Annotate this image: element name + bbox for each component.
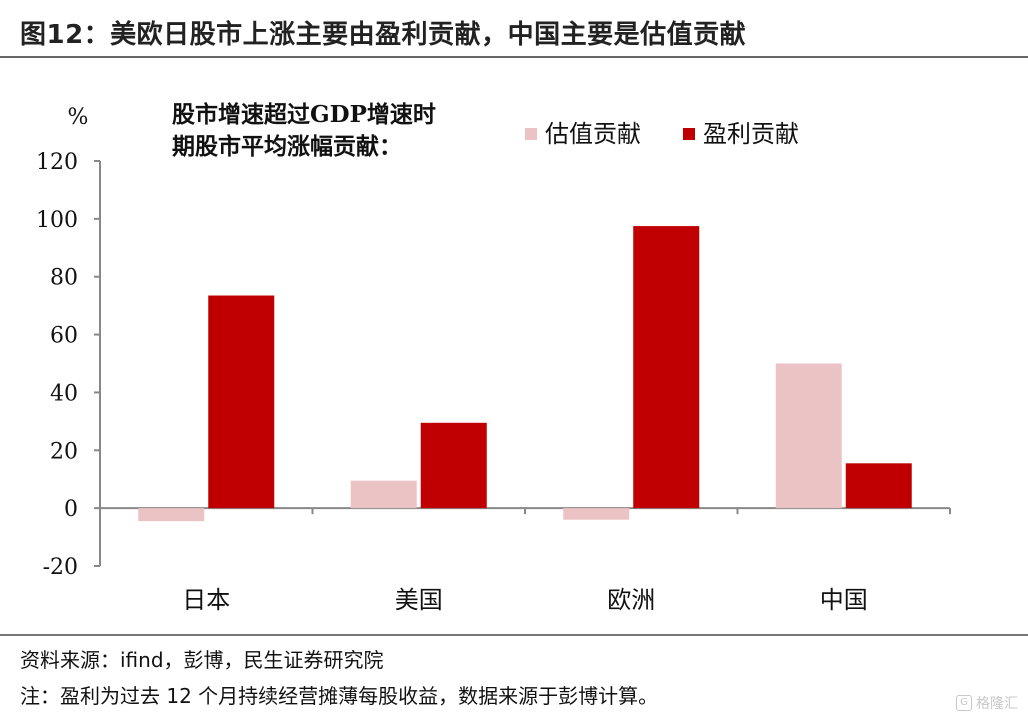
bar-valuation-1	[138, 508, 205, 522]
chart-annotation-title: 股市增速超过GDP增速时	[172, 101, 436, 128]
legend-label: 估值贡献	[545, 120, 641, 148]
x-tick-label: 日本	[182, 586, 230, 614]
x-tick-label: 美国	[395, 586, 443, 614]
chart-container: -20 0 20 40 60 80 100 120% 日本 美国 欧洲 中国 股市增速超过GDP增速时期…	[0, 58, 1028, 630]
bar-earnings-2	[420, 422, 487, 509]
labels: -20 0 20 40 60 80 100 120% 日本 美国 欧洲 中国 股市增速超过GDP增速时期…	[36, 101, 868, 614]
source-note: 资料来源：ifind，彭博，民生证券研究院	[20, 648, 384, 672]
footnote: 注：盈利为过去 12 个月持续经营摊薄每股收益，数据来源于彭博计算。	[20, 684, 659, 708]
watermark-logo-icon: G	[956, 695, 972, 711]
bar-earnings-1	[208, 295, 275, 509]
y-tick-label: 100	[36, 208, 78, 233]
bar-valuation-4	[775, 363, 842, 509]
watermark: G 格隆汇	[956, 693, 1018, 713]
bar-valuation-2	[350, 480, 417, 509]
x-tick-label: 欧洲	[607, 586, 655, 614]
bar-valuation-3	[563, 508, 630, 520]
bar-earnings-3	[633, 226, 700, 509]
y-tick-label: 0	[64, 497, 78, 522]
x-tick-label: 中国	[820, 586, 868, 614]
y-tick-label: 20	[50, 439, 78, 464]
title-divider	[0, 56, 1028, 58]
chart-annotation-title: 期股市平均涨幅贡献：	[172, 133, 402, 160]
y-tick-label: -20	[43, 555, 78, 580]
legend-swatch-valuation	[525, 128, 537, 140]
y-tick-label: 80	[50, 266, 78, 291]
y-tick-label: 60	[50, 324, 78, 349]
figure-title: 图12：美欧日股市上涨主要由盈利贡献，中国主要是估值贡献	[20, 20, 747, 50]
footer-divider	[0, 634, 1028, 636]
bar-chart: -20 0 20 40 60 80 100 120% 日本 美国 欧洲 中国 股市增速超过GDP增速时期…	[36, 101, 951, 614]
y-axis-label: %	[68, 105, 89, 130]
watermark-text: 格隆汇	[976, 696, 1018, 712]
y-tick-label: 120	[36, 150, 78, 175]
legend-label: 盈利贡献	[703, 120, 799, 148]
bars	[138, 226, 912, 522]
bar-earnings-4	[845, 463, 912, 509]
legend-swatch-earnings	[683, 128, 695, 140]
y-tick-label: 40	[50, 381, 78, 406]
